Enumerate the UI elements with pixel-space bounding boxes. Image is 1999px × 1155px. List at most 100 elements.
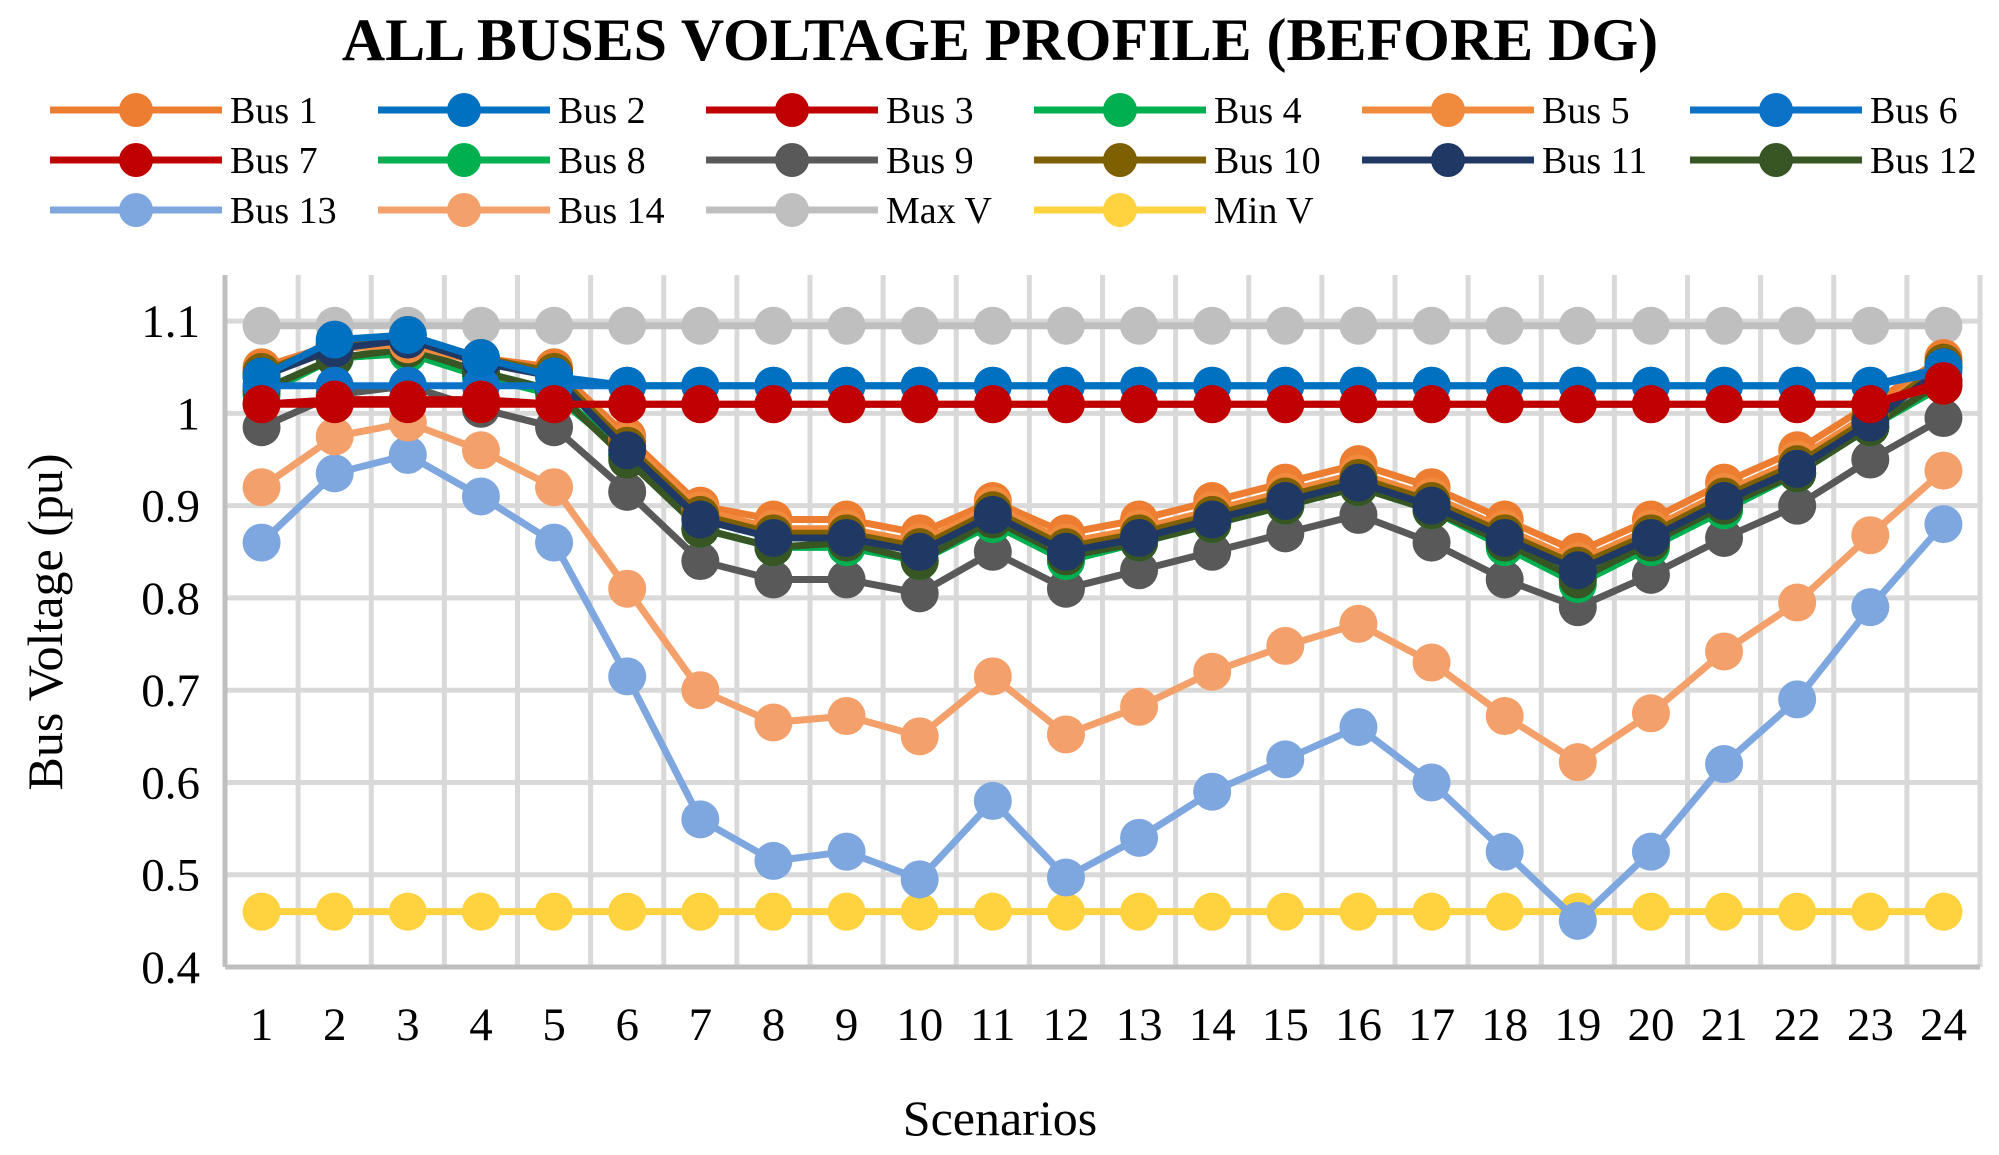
x-tick-label: 15: [1262, 999, 1309, 1051]
legend: Bus 1 Bus 2 Bus 3 Bus 4 Bus 5 Bus 6 Bus 7 Bus 8…: [50, 90, 1977, 232]
data-point-bus-3: [827, 385, 866, 424]
legend-label: Bus 4: [1214, 90, 1302, 132]
data-point-bus-11: [1193, 500, 1232, 539]
data-point-bus-14: [315, 417, 354, 456]
data-point-bus-2: [461, 339, 500, 378]
data-point-bus-11: [608, 431, 647, 470]
data-point-bus-14: [1778, 583, 1817, 622]
data-point-bus-3: [1046, 385, 1085, 424]
x-tick-label: 14: [1189, 999, 1236, 1051]
data-point-bus-14: [1339, 604, 1378, 643]
data-point-bus-13: [535, 523, 574, 562]
tick-labels: 0.40.50.60.70.80.911.11 2 3 4 5 6 7 8 9 10 11 12 13 1…: [141, 296, 1967, 1051]
data-point-bus-14: [1631, 694, 1670, 733]
data-point-bus-2: [388, 315, 427, 354]
data-point-max-v: [1851, 306, 1890, 345]
data-point-bus-3: [1339, 385, 1378, 424]
x-axis-label: Scenarios: [903, 1090, 1097, 1146]
data-point-bus-3: [1266, 385, 1305, 424]
x-tick-label: 24: [1920, 999, 1967, 1051]
data-point-bus-14: [242, 468, 281, 507]
data-point-min-v: [681, 892, 720, 931]
data-point-bus-13: [1120, 818, 1159, 857]
data-point-min-v: [900, 892, 939, 931]
data-point-max-v: [827, 306, 866, 345]
data-point-min-v: [1851, 892, 1890, 931]
data-point-bus-14: [973, 657, 1012, 696]
x-tick-label: 7: [689, 999, 713, 1051]
data-point-bus-11: [827, 518, 866, 557]
data-point-bus-3: [315, 385, 354, 424]
data-point-bus-9: [754, 560, 793, 599]
series-bus-3: [242, 366, 1963, 424]
data-point-bus-9: [1120, 551, 1159, 590]
data-point-bus-13: [1924, 505, 1963, 544]
x-tick-label: 21: [1701, 999, 1748, 1051]
data-point-bus-13: [1705, 745, 1744, 784]
data-point-max-v: [1046, 306, 1085, 345]
x-tick-label: 11: [970, 999, 1015, 1051]
data-point-bus-9: [1705, 518, 1744, 557]
data-point-bus-3: [1485, 385, 1524, 424]
data-point-bus-9: [1778, 486, 1817, 525]
legend-item-bus-10: Bus 10: [1034, 140, 1321, 182]
data-point-bus-9: [1412, 523, 1451, 562]
legend-item-bus-7: Bus 7: [50, 140, 318, 182]
legend-marker: [119, 93, 153, 127]
legend-marker: [1103, 143, 1137, 177]
legend-marker: [447, 193, 481, 227]
legend-marker: [447, 143, 481, 177]
data-point-bus-9: [1485, 560, 1524, 599]
y-tick-label: 0.6: [141, 757, 200, 809]
x-tick-label: 16: [1335, 999, 1382, 1051]
legend-label: Min V: [1214, 190, 1314, 232]
data-point-bus-13: [1193, 772, 1232, 811]
data-point-min-v: [608, 892, 647, 931]
data-point-bus-14: [1924, 451, 1963, 490]
data-point-max-v: [900, 306, 939, 345]
legend-label: Bus 1: [230, 90, 318, 132]
x-tick-label: 20: [1627, 999, 1674, 1051]
data-point-bus-13: [1339, 708, 1378, 747]
data-point-bus-11: [1046, 532, 1085, 571]
data-point-min-v: [1778, 892, 1817, 931]
legend-label: Bus 5: [1542, 90, 1630, 132]
series-max-v: [242, 306, 1963, 345]
data-point-bus-3: [535, 385, 574, 424]
data-point-bus-13: [315, 454, 354, 493]
legend-marker: [1759, 143, 1793, 177]
data-point-bus-3: [461, 385, 500, 424]
data-point-min-v: [1924, 892, 1963, 931]
data-point-bus-13: [827, 832, 866, 871]
data-point-max-v: [242, 306, 281, 345]
x-tick-label: 6: [615, 999, 639, 1051]
legend-label: Bus 9: [886, 140, 974, 182]
data-point-bus-14: [1412, 643, 1451, 682]
legend-item-bus-14: Bus 14: [378, 190, 665, 232]
legend-marker: [1103, 93, 1137, 127]
data-point-bus-14: [754, 703, 793, 742]
data-point-bus-14: [1705, 632, 1744, 671]
data-point-max-v: [1339, 306, 1378, 345]
data-point-bus-9: [681, 542, 720, 581]
data-point-bus-14: [1485, 697, 1524, 736]
legend-item-bus-12: Bus 12: [1690, 140, 1977, 182]
data-point-min-v: [242, 892, 281, 931]
data-point-min-v: [1266, 892, 1305, 931]
data-point-bus-14: [608, 569, 647, 608]
legend-label: Bus 10: [1214, 140, 1321, 182]
data-point-bus-9: [827, 560, 866, 599]
legend-marker: [1103, 193, 1137, 227]
legend-marker: [1431, 143, 1465, 177]
y-tick-label: 1.1: [141, 296, 200, 348]
series-bus-13: [242, 435, 1963, 940]
series-layer: [242, 306, 1963, 940]
data-point-bus-14: [1558, 743, 1597, 782]
data-point-bus-3: [1120, 385, 1159, 424]
legend-item-bus-9: Bus 9: [706, 140, 974, 182]
legend-label: Bus 12: [1870, 140, 1977, 182]
data-point-bus-9: [1046, 569, 1085, 608]
data-point-min-v: [1485, 892, 1524, 931]
legend-marker: [775, 143, 809, 177]
legend-item-bus-11: Bus 11: [1362, 140, 1647, 182]
